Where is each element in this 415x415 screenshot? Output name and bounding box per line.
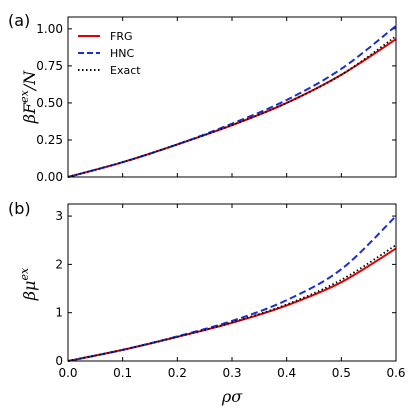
legend-label-exact: Exact: [110, 64, 141, 77]
panel-b-label: (b): [8, 199, 31, 218]
panel-b-ytick-label: 1: [55, 306, 63, 320]
panel-a-ylabel: βFex/N: [18, 70, 39, 124]
panel-b-ytick-label: 3: [55, 209, 63, 223]
panel-a-frame: [67, 16, 397, 178]
panel-b-series-hnc: [67, 215, 397, 362]
panel-a-series-exact: [67, 35, 397, 178]
panel-b-xtick-label: 0.1: [113, 366, 132, 380]
legend: FRG HNC Exact: [78, 30, 141, 77]
panel-a: (a) βFex/N 0.00 0.25 0.50 0.75 1.00 FRG HNC …: [8, 11, 397, 184]
panel-a-ytick-label: 1.00: [36, 22, 63, 36]
panel-b-ytick-label: 0: [55, 354, 63, 368]
legend-label-hnc: HNC: [110, 47, 135, 60]
panel-b-xtick-label: 0.3: [222, 366, 241, 380]
panel-b-xlabel: ρσ: [221, 387, 243, 406]
panel-a-ytick-label: 0.50: [36, 96, 63, 110]
panel-b-xtick-label: 0.0: [58, 366, 77, 380]
panel-b-xtick-label: 0.6: [386, 366, 405, 380]
panel-b-series-exact: [67, 244, 397, 362]
panel-a-ytick-label: 0.75: [36, 59, 63, 73]
panel-b-xtick-label: 0.2: [168, 366, 187, 380]
panel-b-ylabel: βμex: [18, 267, 39, 301]
panel-a-label: (a): [8, 11, 30, 30]
panel-a-ticks: 0.00 0.25 0.50 0.75 1.00: [36, 17, 397, 184]
panel-a-ytick-label: 0.25: [36, 133, 63, 147]
panel-b-frame: [67, 203, 397, 362]
panel-b-xtick-label: 0.4: [277, 366, 296, 380]
panel-a-lines: [67, 25, 397, 178]
panel-b-lines: [67, 215, 397, 362]
legend-label-frg: FRG: [110, 30, 133, 43]
panel-b-ticks: 0 1 2 3 0.0 0.1 0.2 0.3 0.4 0.5 0.6: [55, 204, 406, 380]
panel-a-ytick-label: 0.00: [36, 170, 63, 184]
panel-b: (b) βμex 0 1 2 3 0.0 0.1 0.2 0.3 0.4 0.5 0.6 ρσ: [8, 199, 406, 406]
panel-b-xtick-label: 0.5: [332, 366, 351, 380]
panel-b-ytick-label: 2: [55, 257, 63, 271]
